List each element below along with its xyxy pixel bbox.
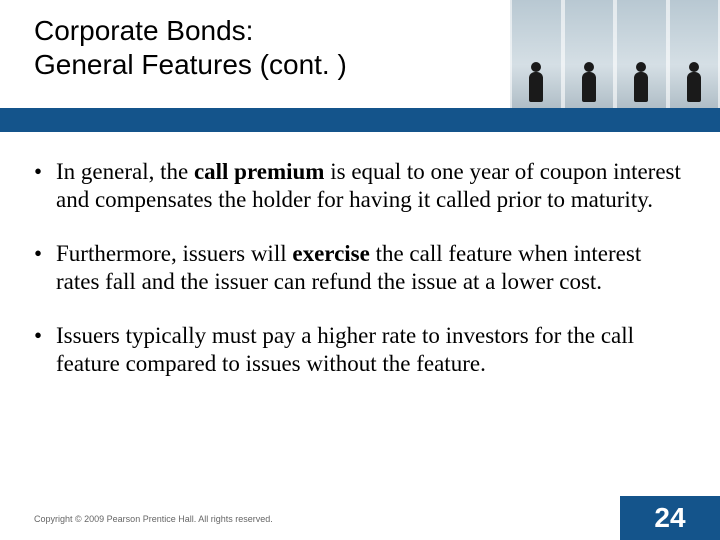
slide-title: Corporate Bonds: General Features (cont.… [34, 14, 347, 81]
bullet-text-pre: In general, the [56, 159, 194, 184]
silhouette-pane [615, 0, 668, 108]
silhouette-pane [510, 0, 563, 108]
silhouette-pane [563, 0, 616, 108]
content-area: In general, the call premium is equal to… [0, 132, 720, 378]
copyright-text: Copyright © 2009 Pearson Prentice Hall. … [34, 514, 273, 524]
page-number: 24 [654, 502, 685, 534]
header: Corporate Bonds: General Features (cont.… [0, 0, 720, 132]
bullet-text-pre: Furthermore, issuers will [56, 241, 292, 266]
bullet-text-post: Issuers typically must pay a higher rate… [56, 323, 634, 376]
silhouette-pane [668, 0, 720, 108]
bullet-text-bold: exercise [292, 241, 369, 266]
title-line-2: General Features (cont. ) [34, 49, 347, 80]
title-line-1: Corporate Bonds: [34, 15, 253, 46]
header-decorative-image [510, 0, 720, 108]
bullet-text-bold: call premium [194, 159, 325, 184]
page-number-badge: 24 [620, 496, 720, 540]
header-blue-bar [0, 108, 720, 132]
bullet-item: In general, the call premium is equal to… [56, 158, 684, 214]
bullet-item: Issuers typically must pay a higher rate… [56, 322, 684, 378]
bullet-item: Furthermore, issuers will exercise the c… [56, 240, 684, 296]
